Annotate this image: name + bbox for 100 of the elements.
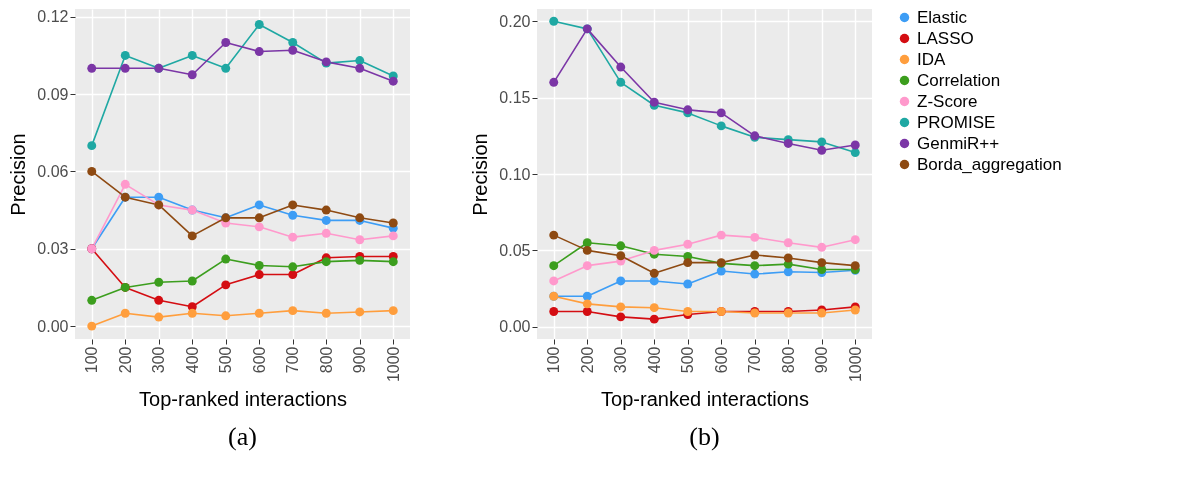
point [549,261,559,271]
point [549,16,559,26]
point [817,258,827,268]
point [288,270,298,280]
point [817,145,827,155]
point [154,312,164,322]
y-axis-title: Precision [469,133,492,216]
point [616,251,626,261]
x-tick-label: 700 [746,346,764,374]
point [187,308,197,318]
point [254,222,264,232]
legend-label: Z-Score [917,91,978,111]
point [582,291,592,301]
point [288,262,298,272]
x-tick-label: 100 [545,346,563,374]
legend-label: Elastic [917,7,968,27]
point [187,70,197,80]
point [549,307,559,316]
point [87,321,97,331]
point [288,210,298,220]
point [616,302,626,312]
point [582,238,592,248]
point [87,166,97,176]
x-tick-label: 300 [150,346,168,374]
point [616,77,626,87]
point [783,238,793,248]
y-tick-label: 0.20 [499,12,531,30]
legend-label: PROMISE [917,112,996,132]
legend-label: GenmiR++ [917,133,1000,153]
y-tick-label: 0.10 [499,165,531,183]
x-tick-label: 1000 [384,346,402,383]
point [120,308,130,318]
point [750,250,760,260]
point [355,63,365,73]
point [221,38,231,47]
x-axis-title: Top-ranked interactions [139,388,347,411]
x-tick-label: 200 [116,346,134,374]
point [187,50,197,60]
x-tick-label: 500 [679,346,697,374]
point [850,140,860,150]
point [683,279,693,289]
point [750,269,760,279]
legend-label: Correlation [917,70,1001,90]
point [850,261,860,271]
point [321,205,331,215]
point [288,200,298,210]
point [154,295,164,305]
point [87,63,97,73]
point [649,314,659,324]
point [582,307,592,316]
x-tick-label: 400 [645,346,663,374]
x-tick-label: 800 [317,346,335,374]
y-tick-label: 0.12 [37,8,69,26]
x-tick-label: 300 [612,346,630,374]
point [716,121,726,131]
x-tick-label: 600 [712,346,730,374]
point [321,257,331,267]
point [388,76,398,86]
y-tick-label: 0.05 [499,241,531,259]
x-tick-label: 700 [284,346,302,374]
point [616,62,626,72]
point [355,56,365,66]
point [288,38,298,47]
y-tick-label: 0.06 [37,162,69,180]
point [254,270,264,280]
point [187,231,197,241]
point [388,306,398,316]
point [388,218,398,228]
point [321,308,331,318]
point [221,311,231,321]
point [221,280,231,290]
point [783,267,793,277]
x-tick-label: 500 [217,346,235,374]
text: (b) [689,421,720,451]
point [616,312,626,322]
point [221,254,231,264]
point [154,192,164,202]
x-tick-label: 600 [250,346,268,374]
point [549,230,559,240]
point [87,141,97,151]
point [87,295,97,305]
point [549,276,559,286]
point [388,231,398,241]
legend-label: LASSO [917,28,974,48]
point [254,261,264,270]
y-tick-label: 0.00 [499,318,531,336]
point [817,137,827,147]
x-tick-label: 900 [813,346,831,374]
point [716,108,726,118]
point [850,235,860,245]
point [582,245,592,255]
y-tick-label: 0.09 [37,85,69,103]
point [120,179,130,189]
point [254,200,264,210]
y-tick-label: 0.15 [499,89,531,107]
point [120,63,130,73]
point [254,20,264,29]
x-tick-label: 900 [351,346,369,374]
x-tick-label: 400 [183,346,201,374]
point [716,230,726,240]
